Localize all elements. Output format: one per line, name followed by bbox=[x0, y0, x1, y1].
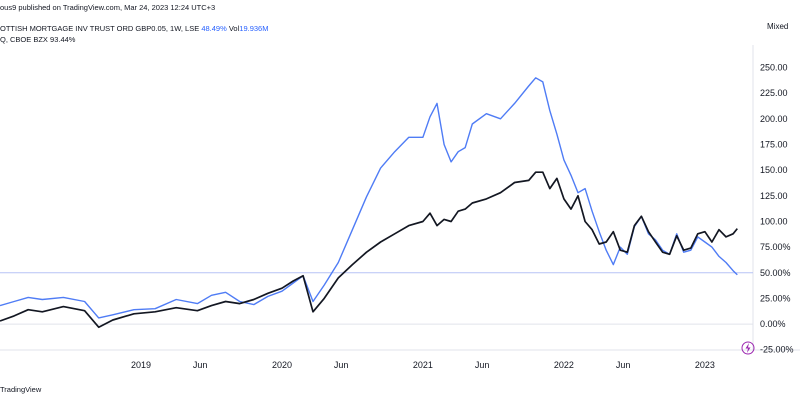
x-axis: 2019 Jun 2020 Jun 2021 Jun 2022 Jun 2023 bbox=[131, 360, 715, 370]
legend-2-pct: 93.44% bbox=[50, 35, 76, 44]
attribution-text: ous9 published on TradingView.com, Mar 2… bbox=[0, 3, 216, 12]
x-tick-label: 2021 bbox=[413, 360, 433, 370]
x-tick-label: 2022 bbox=[554, 360, 574, 370]
footer-brand: TradingView bbox=[0, 385, 42, 394]
series-line-qqq bbox=[0, 171, 738, 329]
scale-mode-label[interactable]: Mixed bbox=[767, 22, 789, 31]
legend-1-pct: 48.49% bbox=[201, 24, 227, 33]
y-tick-label: 150.00 bbox=[760, 165, 788, 175]
y-tick-label: 25.00% bbox=[760, 293, 791, 303]
series-line-smt bbox=[0, 77, 738, 319]
lightning-bolt-icon[interactable] bbox=[741, 341, 755, 355]
legend-1-vol-value: 19.936M bbox=[239, 24, 269, 33]
y-tick-label: 50.00% bbox=[760, 268, 791, 278]
y-tick-label: 75.00% bbox=[760, 242, 791, 252]
y-axis: -25.00% 0.00% 25.00% 50.00% 75.00% 100.00 125.… bbox=[760, 63, 794, 355]
legend-1-name: OTTISH MORTGAGE INV TRUST ORD GBP0.05, 1… bbox=[0, 24, 200, 33]
y-tick-label: 0.00% bbox=[760, 319, 786, 329]
x-tick-label: 2023 bbox=[695, 360, 715, 370]
y-tick-label: 225.00 bbox=[760, 88, 788, 98]
y-tick-label: 200.00 bbox=[760, 114, 788, 124]
legend-2-name: Q, CBOE BZX bbox=[0, 35, 48, 44]
x-tick-label: Jun bbox=[334, 360, 349, 370]
x-tick-label: Jun bbox=[475, 360, 490, 370]
y-tick-label: 100.00 bbox=[760, 216, 788, 226]
series-lines bbox=[0, 77, 753, 329]
x-tick-label: Jun bbox=[193, 360, 208, 370]
legend-1-vol-label: Vol bbox=[228, 24, 240, 33]
x-tick-label: Jun bbox=[616, 360, 631, 370]
legend-series-2: Q, CBOE BZX 93.44% bbox=[0, 35, 75, 44]
y-tick-label: 250.00 bbox=[760, 63, 788, 73]
y-tick-label: 125.00 bbox=[760, 191, 788, 201]
x-tick-label: 2020 bbox=[272, 360, 292, 370]
x-tick-label: 2019 bbox=[131, 360, 151, 370]
y-tick-label: -25.00% bbox=[760, 345, 794, 355]
legend-series-1: OTTISH MORTGAGE INV TRUST ORD GBP0.05, 1… bbox=[0, 24, 268, 33]
y-tick-label: 175.00 bbox=[760, 139, 788, 149]
